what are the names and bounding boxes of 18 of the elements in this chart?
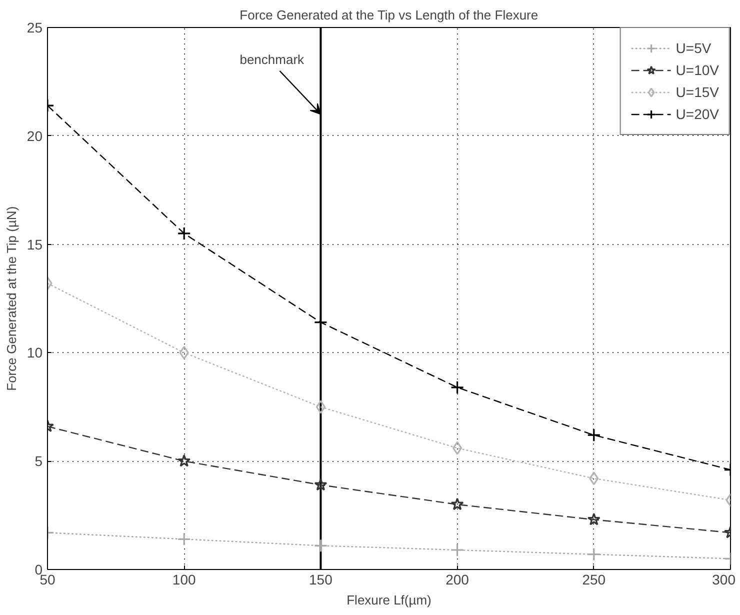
chart-title: Force Generated at the Tip vs Length of the Flexure [240,8,538,22]
legend-label: U=10V [676,62,719,78]
y-tick-label: 20 [26,128,43,144]
legend-label: U=20V [676,106,719,122]
legend-label: U=15V [676,84,719,100]
legend-label: U=5V [676,40,712,56]
y-tick-label: 25 [26,20,43,36]
x-axis-title: Flexure Lf(µm) [346,592,432,608]
x-tick-label: 150 [309,572,333,588]
x-tick-label: 300 [712,572,736,588]
x-tick-label: 250 [582,572,606,588]
annotation: benchmark [240,52,305,67]
y-axis-title: Force Generated at the Tip (µN) [4,206,19,391]
x-tick-label: 200 [446,572,470,588]
y-tick-label: 10 [26,344,43,361]
x-tick-label: 100 [172,572,196,588]
y-tick-label: 5 [34,453,43,470]
y-tick-label: 15 [26,236,43,252]
